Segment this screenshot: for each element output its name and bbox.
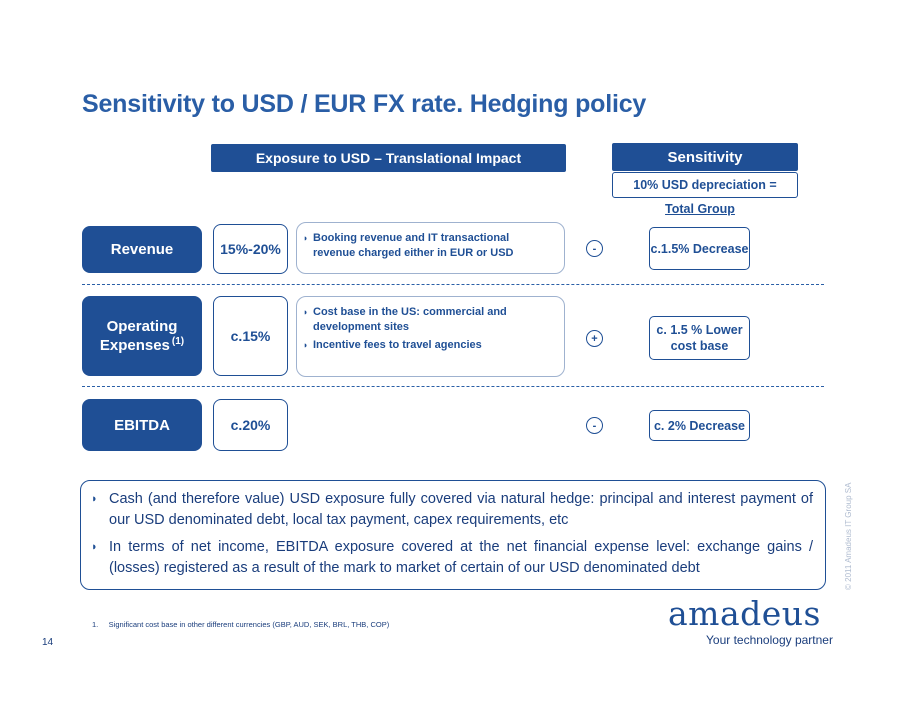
row-divider (82, 284, 824, 285)
sensitivity-header: Sensitivity (612, 143, 798, 171)
hedging-notes: ◗ Cash (and therefore value) USD exposur… (80, 480, 826, 590)
bullet-arrow-icon: ◗ (303, 233, 309, 243)
row-label-revenue: Revenue (82, 226, 202, 273)
exposure-header: Exposure to USD – Translational Impact (211, 144, 566, 172)
page-number: 14 (42, 637, 54, 648)
sensitivity-revenue: c.1.5% Decrease (649, 227, 750, 270)
bullet-item: ◗ Booking revenue and IT transactional r… (303, 232, 514, 259)
bullet-arrow-icon: ◗ (303, 307, 309, 317)
row-label-operating-expenses: Operating Expenses (1) (82, 296, 202, 376)
desc-operating-expenses: ◗ Cost base in the US: commercial and de… (296, 296, 565, 377)
sensitivity-total-group: Total Group (665, 202, 735, 216)
sensitivity-operating-expenses: c. 1.5 % Lower cost base (649, 316, 750, 360)
note-item: ◗ In terms of net income, EBITDA exposur… (91, 539, 813, 576)
sensitivity-ebitda: c. 2% Decrease (649, 410, 750, 441)
pct-operating-expenses: c.15% (213, 296, 288, 376)
sign-ebitda: - (586, 417, 603, 434)
sign-revenue: - (586, 240, 603, 257)
bullet-arrow-icon: ◗ (303, 340, 309, 350)
sign-operating-expenses: + (586, 330, 603, 347)
copyright: © 2011 Amadeus IT Group SA (844, 482, 853, 590)
desc-revenue: ◗ Booking revenue and IT transactional r… (296, 222, 565, 274)
bullet-arrow-icon: ◗ (91, 493, 98, 505)
tagline: Your technology partner (706, 633, 833, 647)
row-label-ebitda: EBITDA (82, 399, 202, 451)
page-title: Sensitivity to USD / EUR FX rate. Hedgin… (82, 90, 647, 118)
pct-ebitda: c.20% (213, 399, 288, 451)
bullet-item: ◗ Incentive fees to travel agencies (303, 339, 482, 351)
pct-revenue: 15%-20% (213, 224, 288, 274)
row-divider (82, 386, 824, 387)
bullet-item: ◗ Cost base in the US: commercial and de… (303, 306, 507, 333)
sensitivity-subheader: 10% USD depreciation = (612, 172, 798, 198)
note-item: ◗ Cash (and therefore value) USD exposur… (91, 491, 813, 528)
amadeus-logo: amadeus (668, 594, 821, 633)
footnote: 1. Significant cost base in other differ… (92, 620, 390, 629)
bullet-arrow-icon: ◗ (91, 541, 98, 553)
